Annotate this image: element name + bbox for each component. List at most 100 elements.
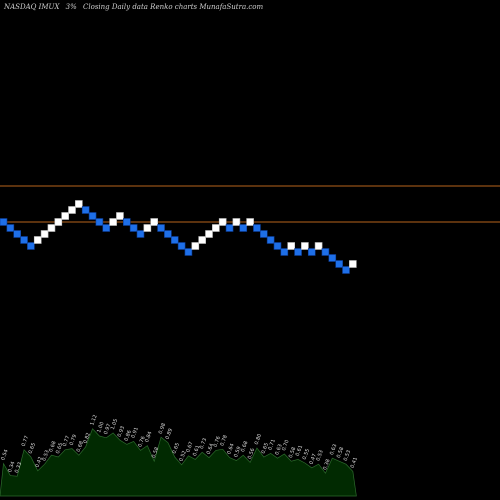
renko-brick-up	[287, 242, 296, 250]
renko-brick-down	[259, 230, 268, 238]
volume-label: 0.76	[213, 436, 222, 449]
volume-label: 0.73	[199, 437, 208, 450]
volume-label: 0.33	[14, 461, 23, 474]
volume-label: 0.53	[343, 449, 352, 462]
volume-label: 0.53	[41, 449, 50, 462]
renko-brick-up	[61, 212, 69, 220]
renko-brick-up	[40, 230, 49, 238]
volume-label: 0.63	[274, 443, 283, 456]
renko-brick-down	[136, 230, 145, 238]
renko-brick-up	[246, 218, 254, 226]
volume-label: 0.77	[21, 435, 30, 448]
volume-label: 0.64	[226, 443, 235, 456]
volume-label: 0.59	[233, 446, 242, 459]
volume-label: 0.58	[288, 446, 297, 459]
volume-label: 0.79	[69, 434, 78, 447]
volume-label: 0.47	[308, 453, 317, 466]
volume-label: 0.58	[336, 446, 345, 459]
volume-label: 0.38	[322, 458, 331, 471]
renko-brick-down	[88, 212, 97, 220]
renko-brick-up	[68, 206, 76, 214]
volume-label: 0.67	[185, 441, 194, 454]
renko-brick-up	[314, 242, 323, 250]
renko-brick-up	[205, 230, 213, 238]
volume-label: 0.53	[315, 449, 324, 462]
renko-brick-down	[164, 230, 172, 238]
renko-brick-up	[301, 242, 309, 250]
renko-brick-down	[225, 224, 234, 232]
volume-label: 0.65	[261, 442, 270, 455]
renko-brick-up	[116, 212, 124, 220]
renko-brick-down	[81, 206, 90, 214]
volume-label: 0.65	[171, 442, 180, 455]
volume-label: 0.42	[34, 456, 43, 469]
volume-label: 0.68	[240, 440, 249, 453]
renko-brick-down	[307, 248, 316, 256]
volume-label: 0.82	[82, 432, 91, 445]
renko-brick-up	[212, 224, 220, 232]
chart-label: Closing Daily data Renko charts MunafaSu…	[83, 3, 264, 11]
renko-brick-up	[191, 242, 200, 250]
volume-label: 0.52	[178, 450, 187, 463]
renko-brick-down	[273, 242, 282, 250]
renko-brick-down	[266, 236, 275, 244]
ticker-symbol: NASDAQ IMUX	[4, 3, 60, 11]
renko-brick-up	[232, 218, 241, 226]
volume-label: 0.63	[329, 443, 338, 456]
renko-brick-down	[13, 230, 21, 238]
volume-label: 0.55	[302, 448, 311, 461]
volume-area	[0, 428, 357, 497]
volume-label: 0.61	[192, 445, 201, 458]
volume-label: 0.97	[103, 423, 112, 436]
renko-brick-down	[239, 224, 248, 232]
volume-label: 0.34	[7, 461, 16, 474]
volume-label: 0.54	[0, 449, 9, 462]
renko-brick-down	[335, 260, 343, 268]
renko-brick-down	[253, 224, 261, 232]
volume-label: 1.12	[89, 414, 98, 427]
renko-brick-down	[294, 248, 302, 256]
percent-change: 3%	[65, 3, 77, 11]
renko-brick-up	[143, 224, 152, 232]
volume-label: 1.00	[96, 421, 105, 434]
volume-label: 0.68	[48, 440, 57, 453]
renko-brick-down	[6, 224, 15, 232]
renko-brick-down	[102, 224, 111, 232]
renko-brick-up	[109, 218, 117, 226]
volume-label: 0.58	[151, 446, 160, 459]
renko-brick-down	[328, 254, 337, 262]
renko-brick-down	[95, 218, 104, 226]
renko-brick-down	[20, 236, 28, 244]
renko-brick-down	[184, 248, 193, 256]
renko-brick-up	[349, 260, 357, 268]
volume-label: 0.41	[350, 457, 359, 470]
renko-brick-up	[33, 236, 42, 244]
renko-brick-up	[47, 224, 56, 232]
renko-brick-down	[157, 224, 165, 232]
renko-brick-down	[27, 242, 35, 250]
volume-label: 0.77	[62, 435, 71, 448]
volume-label: 0.56	[247, 448, 256, 461]
renko-brick-down	[0, 218, 8, 226]
renko-brick-up	[150, 218, 158, 226]
renko-brick-up	[198, 236, 206, 244]
volume-label: 0.61	[295, 445, 304, 458]
renko-brick-up	[54, 218, 63, 226]
volume-label: 0.68	[76, 440, 85, 453]
renko-brick-down	[170, 236, 179, 244]
renko-brick-down	[123, 218, 131, 226]
renko-brick-up	[75, 200, 83, 208]
volume-label: 0.76	[137, 436, 146, 449]
renko-brick-down	[321, 248, 330, 256]
renko-brick-down	[280, 248, 289, 256]
renko-brick-down	[342, 266, 350, 274]
chart-title: NASDAQ IMUX 3% Closing Daily data Renko …	[4, 3, 267, 11]
volume-label: 1.05	[110, 418, 119, 431]
renko-brick-up	[218, 218, 227, 226]
volume-label: 0.80	[254, 433, 263, 446]
volume-label: 0.98	[158, 422, 167, 435]
volume-label: 0.70	[281, 439, 290, 452]
volume-label: 0.89	[165, 428, 174, 441]
volume-label: 0.64	[206, 443, 215, 456]
